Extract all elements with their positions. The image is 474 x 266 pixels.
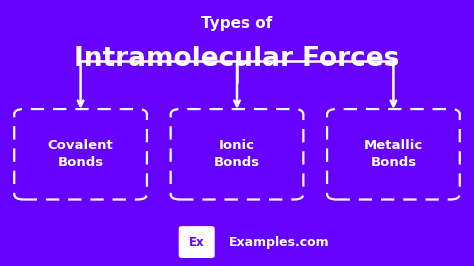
Text: Intramolecular Forces: Intramolecular Forces (74, 45, 400, 72)
Text: Metallic
Bonds: Metallic Bonds (364, 139, 423, 169)
Text: Examples.com: Examples.com (229, 236, 330, 248)
Text: Ex: Ex (189, 236, 204, 248)
FancyBboxPatch shape (179, 226, 215, 258)
Text: Types of: Types of (201, 16, 273, 31)
Text: Covalent
Bonds: Covalent Bonds (48, 139, 113, 169)
Text: Ionic
Bonds: Ionic Bonds (214, 139, 260, 169)
